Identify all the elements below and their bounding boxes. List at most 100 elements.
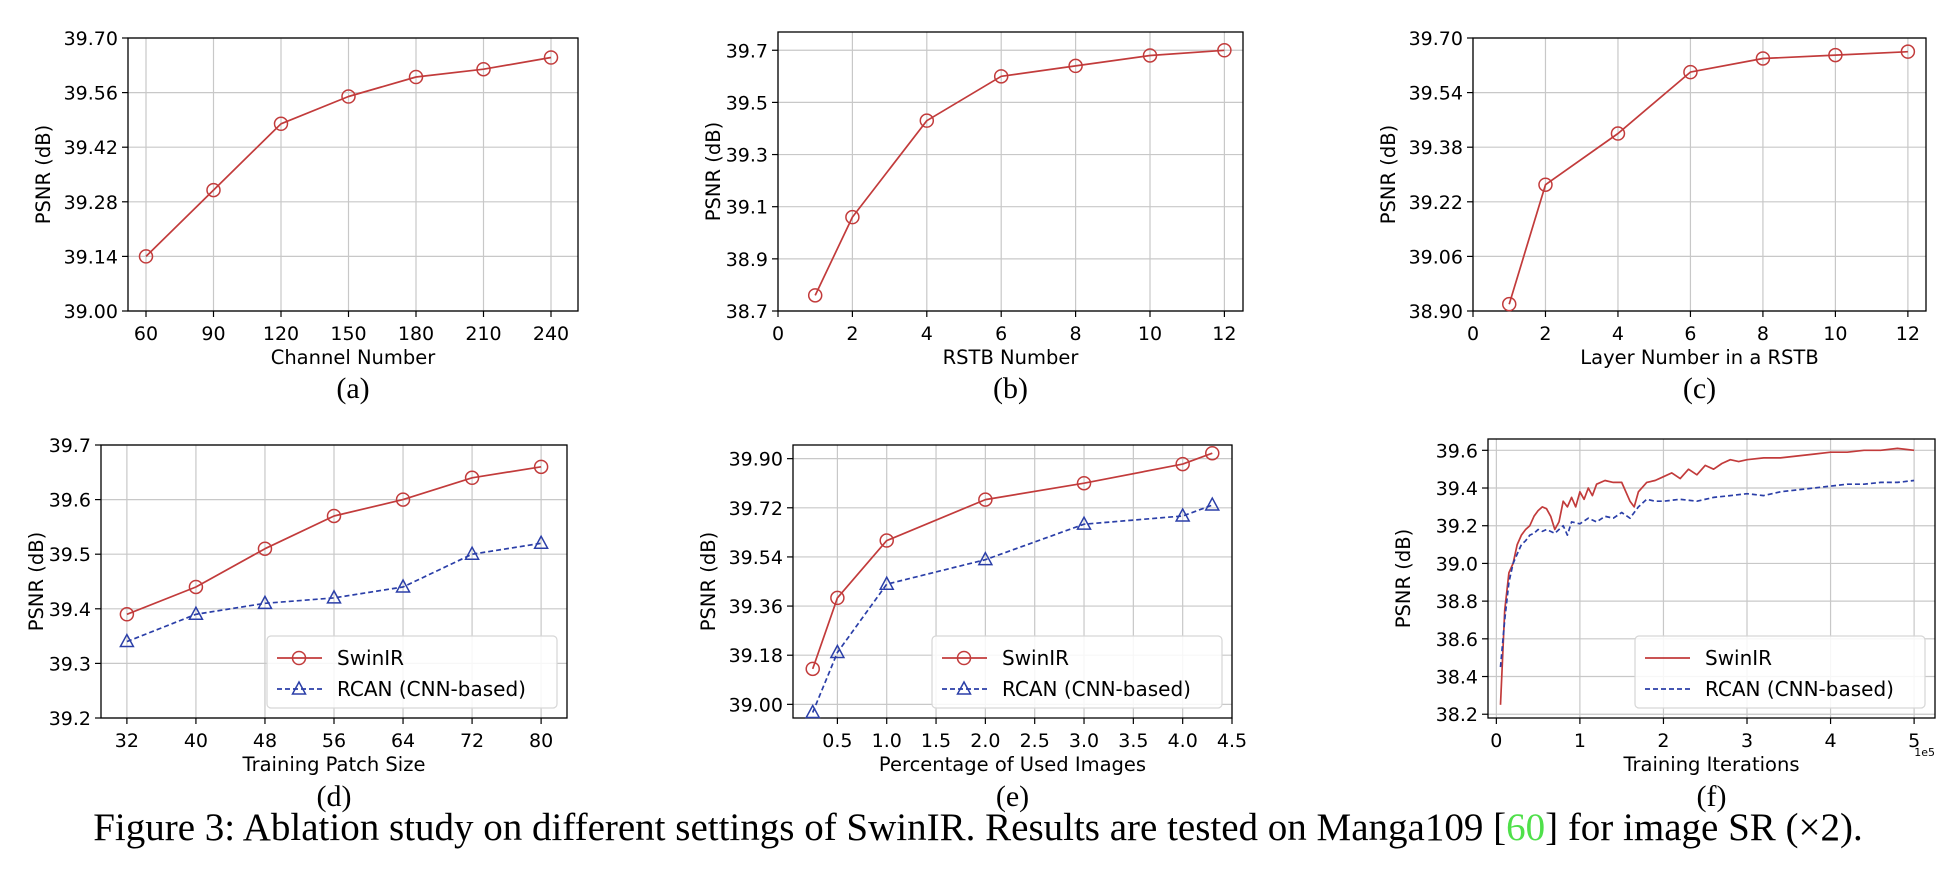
data-point (257, 541, 273, 556)
plot-frame (777, 31, 1244, 312)
chart-1: 60 90 120 150 180 210 240 39.00 39.14 39.28 39.42 3… (32, 28, 579, 405)
x-tick-label: 3.5 (1118, 730, 1148, 752)
y-tick-label: 38.2 (1436, 704, 1478, 726)
plot-frame (1487, 438, 1936, 719)
y-tick-label: 39.3 (726, 145, 768, 167)
chart-6: 0 1 2 3 4 5 38.2 38.4 38.6 38.8 39.0 39.2 39.4 39.6 Tr… (1392, 438, 1936, 813)
y-tick-label: 39.06 (1409, 246, 1463, 268)
x-axis-label: Training Patch Size (242, 753, 426, 776)
data-point (1610, 126, 1626, 141)
y-tick-label: 39.2 (1436, 516, 1478, 538)
data-point (1683, 64, 1698, 80)
data-point (879, 533, 894, 548)
y-axis-label: PSNR (dB) (697, 532, 720, 631)
x-tick-label: 8 (1757, 323, 1769, 345)
y-tick-label: 39.00 (729, 694, 783, 716)
plot-frame (1472, 37, 1927, 312)
y-tick-label: 39.6 (1436, 440, 1478, 462)
x-tick-label: 4 (921, 323, 933, 345)
data-point (1175, 456, 1190, 472)
x-axis-label: Layer Number in a RSTB (1580, 346, 1818, 369)
legend-label: RCAN (CNN-based) (1705, 677, 1894, 701)
data-point (257, 594, 273, 610)
x-tick-label: 2 (1539, 323, 1551, 345)
y-tick-label: 39.4 (1436, 478, 1478, 500)
x-tick-label: 2 (1657, 730, 1669, 752)
data-point (1076, 515, 1092, 530)
legend-label: RCAN (CNN-based) (337, 677, 526, 701)
legend-marker (956, 680, 972, 695)
data-point (1755, 51, 1771, 66)
legend-marker (956, 650, 972, 666)
y-axis-label: PSNR (dB) (25, 532, 48, 631)
x-tick-label: 0 (772, 323, 784, 345)
data-point (273, 116, 289, 132)
x-tick-label: 120 (263, 323, 299, 345)
chart-2: 0 2 4 6 8 10 12 38.7 38.9 39.1 39.3 39.5 39.7 RSTB Nu… (702, 31, 1244, 405)
series-line (1499, 447, 1915, 705)
data-point (845, 209, 860, 225)
chart-4: 32 40 48 56 64 72 80 39.2 39.3 39.4 39.5 39.6 39.7 Tr… (25, 435, 568, 813)
data-point (119, 607, 135, 622)
plot-frame (792, 444, 1233, 719)
plot-frame (127, 37, 579, 312)
data-point (1204, 496, 1221, 511)
x-tick-label: 240 (533, 323, 569, 345)
x-tick-label: 12 (1896, 323, 1920, 345)
y-tick-label: 39.7 (726, 40, 768, 62)
data-point (1076, 475, 1092, 491)
y-tick-label: 39.70 (1409, 28, 1463, 50)
y-tick-label: 39.5 (49, 544, 91, 566)
x-tick-label: 12 (1212, 323, 1236, 345)
legend-box (266, 635, 558, 709)
x-tick-label: 1.5 (921, 730, 951, 752)
series-line (126, 542, 542, 643)
data-point (464, 470, 480, 486)
legend-box (931, 635, 1223, 709)
y-tick-label: 38.7 (726, 301, 768, 323)
panel-label: (e) (996, 780, 1029, 813)
x-tick-label: 2.5 (1020, 730, 1050, 752)
caption-reference[interactable]: 60 (1506, 806, 1546, 849)
x-scale-label: 1e5 (1914, 746, 1935, 759)
data-point (978, 492, 993, 507)
data-point (138, 249, 154, 264)
y-tick-label: 39.54 (1409, 83, 1463, 105)
legend: SwinIR RCAN (CNN-based) (931, 635, 1223, 709)
y-tick-label: 39.72 (729, 498, 783, 520)
data-point (188, 579, 204, 595)
x-tick-label: 2 (846, 323, 858, 345)
series-line (1508, 50, 1908, 305)
x-tick-label: 56 (322, 730, 346, 752)
data-point (1828, 47, 1843, 63)
y-tick-label: 39.00 (64, 301, 118, 323)
data-point (1538, 177, 1553, 192)
series-line (814, 49, 1225, 296)
series-line (811, 452, 1213, 670)
x-tick-label: 6 (995, 323, 1007, 345)
panel-label: (a) (336, 372, 369, 405)
chart-5: 0.5 1.0 1.5 2.0 2.5 3.0 3.5 4.0 4.5 39.00 39.18 39.… (697, 444, 1247, 813)
y-axis-label: PSNR (dB) (1377, 125, 1400, 224)
y-tick-label: 38.4 (1436, 667, 1478, 689)
y-tick-label: 38.9 (726, 249, 768, 271)
data-point (1501, 296, 1517, 312)
data-point (1217, 43, 1232, 58)
x-tick-label: 6 (1684, 323, 1696, 345)
y-tick-label: 38.6 (1436, 629, 1478, 651)
x-tick-label: 32 (115, 730, 139, 752)
y-tick-label: 39.28 (64, 192, 118, 214)
x-tick-label: 3 (1741, 730, 1753, 752)
panel-label: (c) (1683, 372, 1716, 405)
y-axis-label: PSNR (dB) (32, 125, 55, 224)
series-line (811, 504, 1213, 713)
data-point (326, 508, 342, 524)
data-point (395, 578, 411, 593)
y-tick-label: 39.14 (64, 246, 118, 268)
data-point (395, 492, 411, 507)
data-point (543, 50, 559, 65)
data-point (805, 661, 820, 677)
data-point (206, 182, 221, 198)
series-line (1499, 479, 1915, 668)
